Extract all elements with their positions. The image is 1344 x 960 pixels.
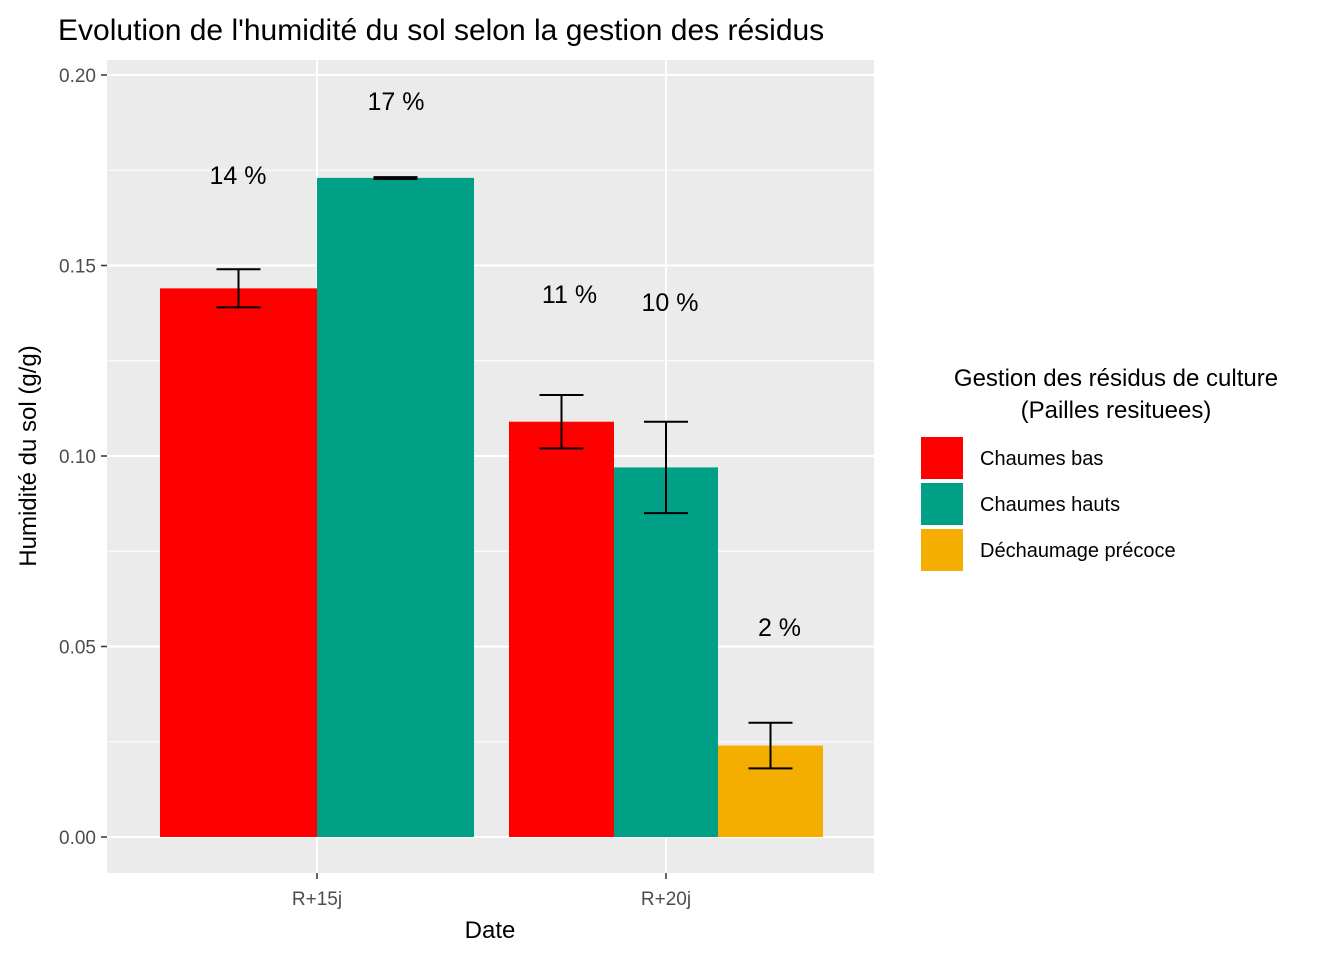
x-axis-title: Date: [465, 917, 516, 944]
chart-title: Evolution de l'humidité du sol selon la …: [58, 14, 824, 47]
error-bars: [216, 176, 793, 770]
legend-label: Déchaumage précoce: [980, 540, 1176, 562]
bar-value-label: 2 %: [758, 614, 801, 642]
bar-chaumes-hauts-R+20j: [614, 467, 718, 837]
legend-swatch: [921, 483, 963, 525]
legend-title-line1: Gestion des résidus de culture: [954, 365, 1278, 392]
bar-chaumes-bas-R+20j: [509, 421, 614, 837]
bar-chaumes-hauts-R+15j: [317, 177, 474, 837]
x-axis: R+15j R+20j: [292, 873, 691, 910]
x-tick-label: R+20j: [641, 889, 691, 910]
y-tick-label: 0.05: [59, 638, 96, 659]
y-tick-label: 0.00: [59, 828, 96, 849]
legend-title-line2: (Pailles resituees): [1021, 397, 1212, 424]
bars: [160, 177, 823, 837]
bar-labels: 14 % 11 % 17 % 10 % 2 %: [210, 88, 802, 642]
legend-swatch: [921, 529, 963, 571]
y-tick-label: 0.20: [59, 66, 96, 87]
bar-value-label: 11 %: [542, 281, 597, 309]
bar-value-label: 14 %: [210, 162, 267, 190]
legend: Gestion des résidus de culture (Pailles …: [921, 365, 1278, 571]
legend-label: Chaumes hauts: [980, 494, 1120, 516]
bar-value-label: 17 %: [368, 88, 425, 116]
legend-swatch: [921, 437, 963, 479]
y-tick-label: 0.10: [59, 447, 96, 468]
bar-value-label: 10 %: [642, 289, 699, 317]
y-tick-label: 0.15: [59, 257, 96, 278]
bar-chaumes-bas-R+15j: [160, 288, 317, 837]
y-axis: 0.00 0.05 0.10 0.15 0.20: [59, 66, 107, 849]
legend-label: Chaumes bas: [980, 448, 1103, 470]
y-axis-title: Humidité du sol (g/g): [15, 345, 42, 566]
x-tick-label: R+15j: [292, 889, 342, 910]
